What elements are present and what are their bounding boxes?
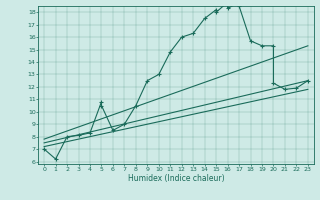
X-axis label: Humidex (Indice chaleur): Humidex (Indice chaleur) xyxy=(128,174,224,183)
